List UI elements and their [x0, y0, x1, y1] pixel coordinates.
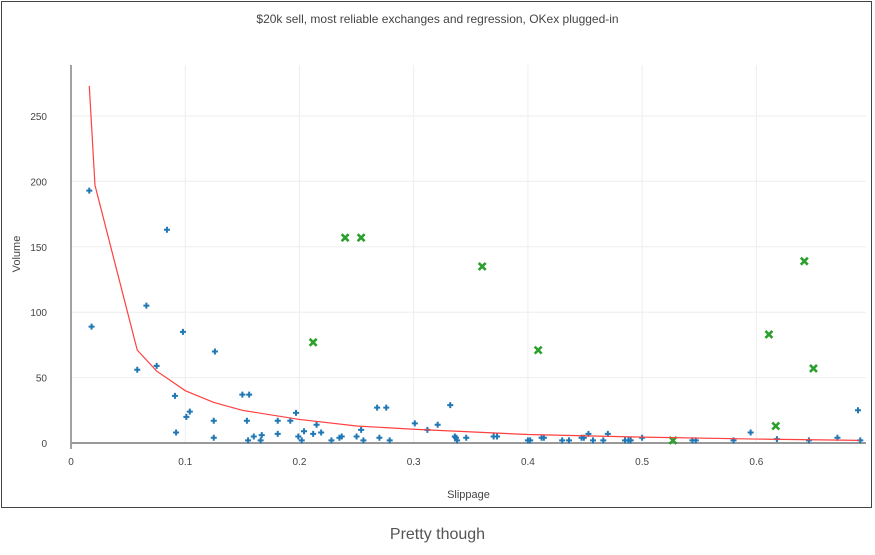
okex-point [771, 421, 781, 431]
exchange-point [360, 437, 367, 444]
exchange-point [747, 429, 754, 436]
exchange-point [328, 437, 335, 444]
caption: Pretty though [389, 526, 486, 543]
exchange-point [358, 426, 365, 433]
okex-point [799, 256, 809, 266]
x-tick-label: 0 [68, 457, 74, 468]
regression-line [88, 85, 860, 441]
exchange-point [257, 437, 264, 444]
y-axis-label: Volume [11, 236, 23, 273]
x-tick-label: 0.5 [635, 457, 649, 468]
okex-point [809, 364, 818, 373]
chart-title: $20k sell, most reliable exchanges and r… [256, 12, 619, 26]
y-tick-label: 250 [30, 112, 47, 123]
x-tick-label: 0.6 [749, 457, 763, 468]
exchange-point [590, 437, 597, 444]
exchange-point [374, 404, 381, 411]
exchange-point [293, 409, 300, 416]
exchange-point [411, 420, 418, 427]
exchange-point [318, 429, 325, 436]
y-tick-label: 150 [30, 243, 47, 254]
exchange-point [527, 437, 534, 444]
exchange-point [86, 187, 93, 194]
exchange-point [183, 413, 190, 420]
exchange-point [211, 348, 218, 355]
x-tick-label: 0.3 [407, 457, 421, 468]
exchange-point [258, 432, 265, 439]
y-tick-label: 200 [30, 177, 47, 188]
exchange-point [301, 428, 308, 435]
exchange-point [494, 433, 501, 440]
exchange-point [639, 434, 646, 441]
exchange-point [298, 437, 305, 444]
exchange-point [383, 404, 390, 411]
exchange-point [179, 328, 186, 335]
exchange-point [134, 366, 141, 373]
exchange-point [805, 437, 812, 444]
exchange-point [274, 417, 281, 424]
exchange-point [274, 430, 281, 437]
exchange-point [88, 323, 95, 330]
okex-point [764, 330, 774, 339]
okex-point [308, 337, 318, 347]
exchange-point [559, 437, 566, 444]
exchange-point [295, 433, 302, 440]
exchange-point [239, 391, 246, 398]
x-axis-label: Slippage [447, 489, 490, 501]
exchange-point [173, 429, 180, 436]
exchange-point [171, 392, 178, 399]
exchange-point [246, 391, 253, 398]
x-tick-label: 0.4 [521, 457, 535, 468]
exchange-point [386, 437, 393, 444]
exchange-point [186, 408, 193, 415]
exchange-point [855, 407, 862, 414]
exchange-point [600, 437, 607, 444]
exchange-point [447, 402, 454, 409]
exchange-point [250, 433, 257, 440]
y-tick-label: 0 [41, 439, 47, 450]
exchange-point [540, 434, 547, 441]
exchange-point [243, 417, 250, 424]
exchange-point [245, 437, 252, 444]
scatter-plot: 0 0.1 0.2 0.3 0.4 0.5 0.6 0 50 100 150 200 250 Slippa… [11, 65, 866, 501]
x-tick-label: 0.1 [178, 457, 192, 468]
exchange-point [566, 437, 573, 444]
exchange-point [210, 434, 217, 441]
exchange-point [353, 433, 360, 440]
exchange-point [454, 437, 461, 444]
y-tick-label: 100 [30, 308, 47, 319]
exchange-point [627, 437, 634, 444]
y-tick-label: 50 [36, 374, 48, 385]
chart-frame [1, 1, 872, 508]
okex-point [340, 233, 350, 243]
exchange-point [338, 433, 345, 440]
okex-point [477, 262, 487, 271]
exchange-point [153, 362, 160, 369]
exchange-point [463, 434, 470, 441]
exchange-point [163, 226, 170, 233]
x-tick-label: 0.2 [292, 457, 306, 468]
exchange-point [310, 430, 317, 437]
exchange-point [313, 421, 320, 428]
exchange-point [376, 434, 383, 441]
okex-point [356, 233, 366, 243]
exchange-point [143, 302, 150, 309]
exchange-point [210, 417, 217, 424]
okex-point [533, 345, 543, 355]
exchange-point [434, 421, 441, 428]
exchange-point [287, 417, 294, 424]
